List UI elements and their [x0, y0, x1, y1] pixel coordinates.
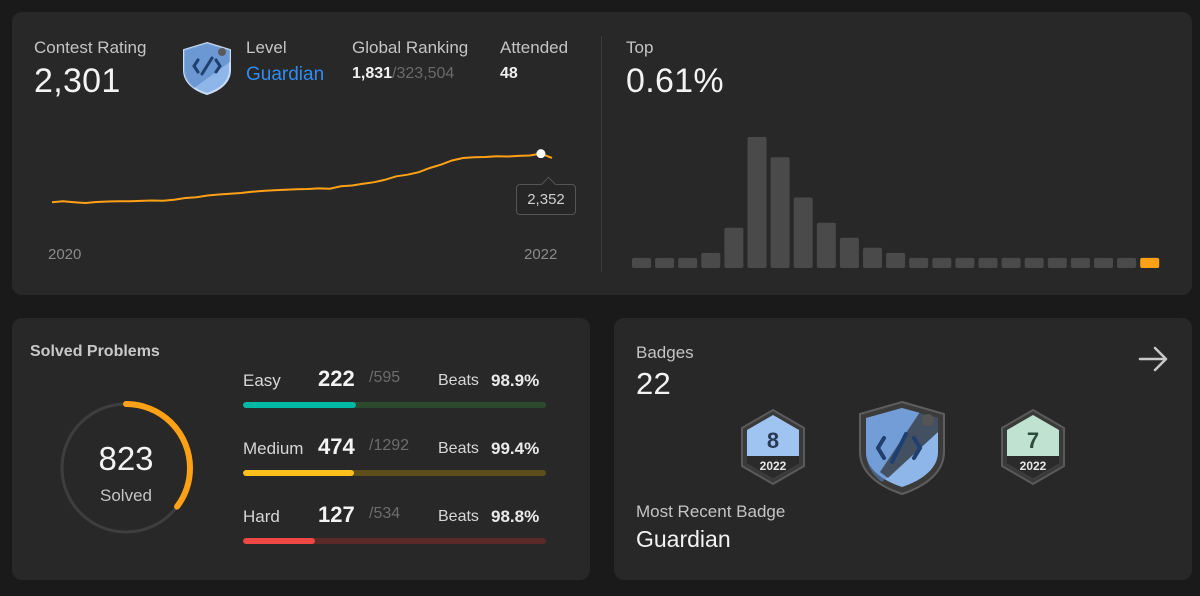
hard-solved-count: 127	[318, 502, 355, 527]
easy-progress-fill	[243, 402, 357, 408]
distribution-bar	[816, 222, 836, 268]
solved-ring-arc	[59, 401, 193, 535]
level-value: Guardian	[246, 64, 325, 85]
annual-badge-icon[interactable]: 7 2022	[998, 408, 1068, 486]
badges-count: 22	[636, 366, 672, 401]
distribution-bar	[747, 137, 767, 268]
badges-card: Badges 22 8 2022 7 2022 Most Recent Badg…	[614, 318, 1192, 580]
hard-beats-label: Beats	[438, 508, 479, 525]
annual-badge-icon[interactable]: 8 2022	[738, 408, 808, 486]
rating-line-chart[interactable]	[42, 142, 572, 212]
hard-progress-fill	[243, 538, 316, 544]
distribution-bar	[655, 257, 675, 268]
distribution-bar-highlight	[1140, 257, 1160, 268]
distribution-bar	[1094, 257, 1113, 268]
distribution-bar	[932, 257, 952, 268]
guardian-badge-icon[interactable]	[854, 398, 950, 498]
distribution-bar	[955, 257, 975, 268]
badge-number: 7	[1027, 428, 1039, 453]
distribution-bar	[1070, 257, 1090, 268]
hard-beats-value: 98.8%	[491, 507, 540, 526]
global-ranking-total: /323,504	[392, 65, 455, 82]
medium-solved-count: 474	[318, 434, 355, 459]
distribution-bar	[1117, 257, 1137, 268]
most-recent-badge-name: Guardian	[636, 526, 731, 552]
medium-total-count: /1292	[369, 437, 410, 454]
distribution-bar	[770, 157, 790, 268]
arrow-right-icon[interactable]	[1136, 342, 1170, 376]
distribution-bar	[678, 257, 698, 268]
distribution-bar	[793, 197, 813, 268]
medium-progress-bar	[243, 470, 546, 476]
distribution-bar	[701, 252, 721, 268]
distribution-bar	[632, 257, 651, 268]
distribution-bar	[1047, 257, 1067, 268]
top-label: Top	[626, 38, 654, 57]
easy-beats-label: Beats	[438, 372, 479, 389]
attended-label: Attended	[500, 38, 569, 57]
hard-label: Hard	[243, 507, 280, 526]
x-tick-end: 2022	[524, 246, 558, 263]
x-tick-start: 2020	[48, 246, 82, 263]
section-divider	[601, 36, 602, 272]
rating-distribution-chart[interactable]	[632, 132, 1172, 268]
distribution-bar	[1024, 257, 1044, 268]
medium-beats-value: 99.4%	[491, 439, 540, 458]
solved-total-count: 823	[98, 440, 154, 477]
badge-year: 2022	[760, 459, 787, 473]
rating-tooltip: 2,352	[516, 184, 576, 215]
easy-total-count: /595	[369, 369, 401, 386]
level-label: Level	[246, 38, 287, 57]
badge-number: 8	[767, 428, 779, 453]
easy-beats-value: 98.9%	[491, 371, 540, 390]
contest-rating-card: Contest Rating 2,301 Level Guardian Glob…	[12, 12, 1192, 295]
solved-problems-title: Solved Problems	[30, 343, 160, 360]
distribution-bar	[1001, 257, 1021, 268]
global-ranking-value: 1,831/323,504	[352, 65, 454, 83]
contest-rating-value: 2,301	[34, 62, 121, 100]
medium-progress-fill	[243, 470, 355, 476]
global-ranking-label: Global Ranking	[352, 38, 469, 57]
badge-year: 2022	[1020, 459, 1047, 473]
distribution-bar	[839, 237, 859, 268]
hard-progress-bar	[243, 538, 546, 544]
hard-total-count: /534	[369, 505, 401, 522]
rating-highlight-point[interactable]	[536, 149, 546, 159]
badges-title: Badges	[636, 343, 694, 362]
rating-line	[51, 152, 553, 205]
guardian-level-icon	[183, 41, 231, 96]
easy-label: Easy	[243, 371, 281, 390]
global-ranking-rank: 1,831	[352, 65, 393, 82]
distribution-bar	[978, 257, 998, 268]
attended-value: 48	[500, 65, 518, 82]
contest-rating-label: Contest Rating	[34, 38, 147, 57]
solved-progress-ring	[59, 401, 193, 535]
top-percentage-value: 0.61%	[626, 62, 724, 100]
medium-label: Medium	[243, 439, 304, 458]
most-recent-badge-label: Most Recent Badge	[636, 502, 786, 521]
solved-total-label: Solved	[100, 486, 152, 505]
easy-progress-bar	[243, 402, 546, 408]
distribution-bar	[909, 257, 929, 268]
easy-solved-count: 222	[318, 366, 355, 391]
medium-beats-label: Beats	[438, 440, 479, 457]
solved-problems-card: Solved Problems 823 Solved Easy 222 /595…	[12, 318, 590, 580]
distribution-bar	[724, 227, 744, 268]
distribution-bar	[863, 247, 882, 268]
distribution-bar	[886, 252, 906, 268]
